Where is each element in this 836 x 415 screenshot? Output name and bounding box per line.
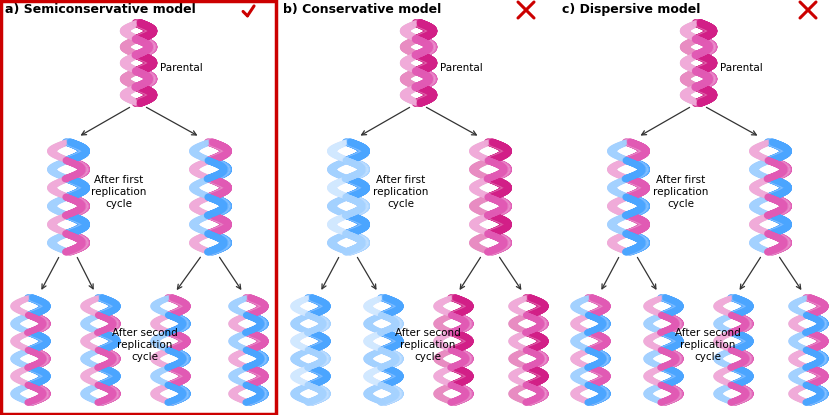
Text: Parental: Parental bbox=[720, 63, 762, 73]
Text: After first
replication
cycle: After first replication cycle bbox=[653, 176, 708, 209]
Text: After second
replication
cycle: After second replication cycle bbox=[395, 328, 461, 361]
Text: After first
replication
cycle: After first replication cycle bbox=[91, 176, 146, 209]
Text: After first
replication
cycle: After first replication cycle bbox=[373, 176, 428, 209]
Text: b) Conservative model: b) Conservative model bbox=[283, 3, 441, 16]
Text: After second
replication
cycle: After second replication cycle bbox=[112, 328, 178, 361]
Text: Parental: Parental bbox=[440, 63, 482, 73]
Text: Parental: Parental bbox=[160, 63, 203, 73]
Text: After second
replication
cycle: After second replication cycle bbox=[675, 328, 741, 361]
Text: a) Semiconservative model: a) Semiconservative model bbox=[5, 3, 196, 16]
Text: c) Dispersive model: c) Dispersive model bbox=[562, 3, 701, 16]
